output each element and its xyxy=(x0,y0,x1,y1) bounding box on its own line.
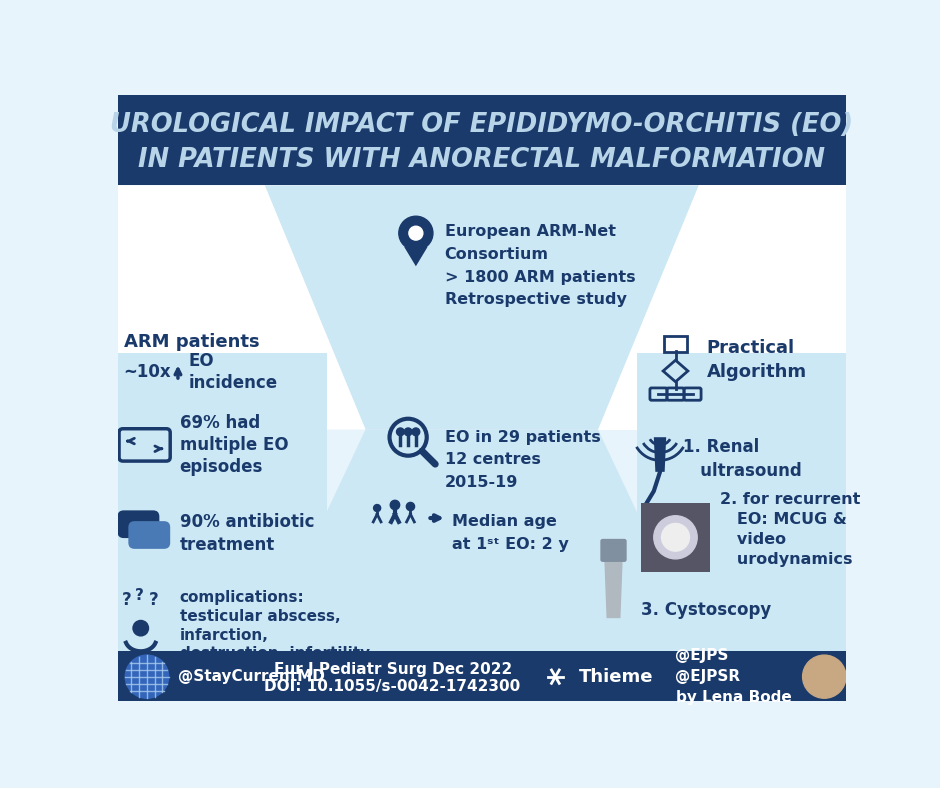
Text: DOI: 10.1055/s-0042-1742300: DOI: 10.1055/s-0042-1742300 xyxy=(264,679,521,694)
Polygon shape xyxy=(654,437,666,472)
FancyBboxPatch shape xyxy=(118,651,846,701)
Text: ?: ? xyxy=(121,592,131,609)
Circle shape xyxy=(125,655,168,698)
Polygon shape xyxy=(265,185,698,429)
Circle shape xyxy=(654,516,697,559)
Text: @StayCurrentMD: @StayCurrentMD xyxy=(178,669,325,684)
FancyBboxPatch shape xyxy=(641,503,711,572)
Text: Median age
at 1ˢᵗ EO: 2 y: Median age at 1ˢᵗ EO: 2 y xyxy=(452,515,569,552)
Polygon shape xyxy=(118,185,366,429)
Text: EO in 29 patients
12 centres
2015-19: EO in 29 patients 12 centres 2015-19 xyxy=(445,429,601,490)
Text: 1. Renal
   ultrasound: 1. Renal ultrasound xyxy=(683,438,802,480)
Polygon shape xyxy=(404,247,428,266)
Circle shape xyxy=(412,428,420,436)
Text: 3. Cystoscopy: 3. Cystoscopy xyxy=(641,601,771,619)
Text: complications:
testicular abscess,
infarction,
destruction, infertility: complications: testicular abscess, infar… xyxy=(180,590,369,661)
Text: 69% had
multiple EO
episodes: 69% had multiple EO episodes xyxy=(180,414,289,476)
Text: 2. for recurrent
   EO: MCUG &
   video
   urodynamics: 2. for recurrent EO: MCUG & video urodyn… xyxy=(720,492,861,567)
Text: IN PATIENTS WITH ANORECTAL MALFORMATION: IN PATIENTS WITH ANORECTAL MALFORMATION xyxy=(138,147,825,173)
Text: UROLOGICAL IMPACT OF EPIDIDYMO-ORCHITIS (EO): UROLOGICAL IMPACT OF EPIDIDYMO-ORCHITIS … xyxy=(110,113,854,139)
Text: Thieme: Thieme xyxy=(579,667,653,686)
Text: ~10x: ~10x xyxy=(124,362,171,381)
Text: Eur J Pediatr Surg Dec 2022: Eur J Pediatr Surg Dec 2022 xyxy=(274,662,511,677)
Circle shape xyxy=(803,655,846,698)
Text: 90% antibiotic
treatment: 90% antibiotic treatment xyxy=(180,513,314,553)
Circle shape xyxy=(397,428,404,436)
Text: EO
incidence: EO incidence xyxy=(189,351,278,392)
Circle shape xyxy=(662,523,689,551)
Circle shape xyxy=(399,216,433,250)
FancyBboxPatch shape xyxy=(118,185,846,651)
Text: @EJPS
@EJPSR
by Lena Bode: @EJPS @EJPSR by Lena Bode xyxy=(676,649,791,705)
Circle shape xyxy=(373,504,381,511)
Text: ARM patients: ARM patients xyxy=(124,333,259,351)
FancyBboxPatch shape xyxy=(636,352,846,651)
Circle shape xyxy=(390,500,400,510)
FancyBboxPatch shape xyxy=(601,539,627,562)
Text: ?: ? xyxy=(134,588,144,603)
Text: European ARM-Net
Consortium
> 1800 ARM patients
Retrospective study: European ARM-Net Consortium > 1800 ARM p… xyxy=(445,224,635,307)
Circle shape xyxy=(406,503,415,511)
Polygon shape xyxy=(261,429,702,651)
Circle shape xyxy=(409,226,423,240)
Circle shape xyxy=(404,428,412,436)
FancyBboxPatch shape xyxy=(129,521,170,549)
Text: Practical
Algorithm: Practical Algorithm xyxy=(707,340,807,381)
FancyBboxPatch shape xyxy=(118,95,846,185)
FancyBboxPatch shape xyxy=(118,511,160,538)
FancyBboxPatch shape xyxy=(118,352,327,651)
Text: ?: ? xyxy=(149,592,158,609)
Circle shape xyxy=(133,620,149,636)
Polygon shape xyxy=(598,185,846,429)
Polygon shape xyxy=(604,556,623,618)
